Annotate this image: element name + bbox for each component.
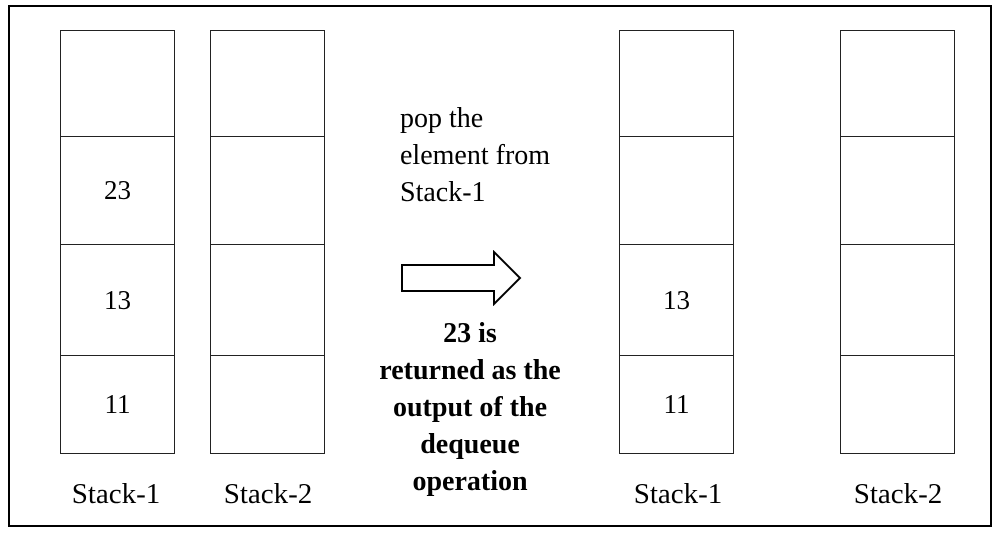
- stack-cell: [841, 136, 954, 244]
- stack-cell: 13: [620, 244, 733, 355]
- stack-cell: 11: [61, 355, 174, 453]
- stack-2-after-label: Stack-2: [853, 478, 943, 510]
- stack-cell: 23: [61, 136, 174, 244]
- result-line: operation: [412, 466, 528, 497]
- result-line: dequeue: [420, 429, 520, 460]
- right-arrow-icon: [401, 250, 522, 306]
- stack-1-before-label: Stack-1: [71, 478, 161, 510]
- stack-1-before: 23 13 11: [60, 30, 175, 454]
- stack-cell: [61, 31, 174, 136]
- stack-cell: [841, 31, 954, 136]
- stack-cell: 13: [61, 244, 174, 355]
- stack-cell: 11: [620, 355, 733, 453]
- result-line: output of the: [392, 392, 547, 423]
- stack-cell: [211, 355, 324, 453]
- stack-1-after: 13 11: [619, 30, 734, 454]
- step-note-line: element from: [400, 140, 551, 171]
- stack-cell: [211, 136, 324, 244]
- step-note-line: Stack-1: [400, 177, 486, 208]
- diagram-frame: [8, 5, 992, 527]
- stack-cell: [620, 31, 733, 136]
- stack-2-before-label: Stack-2: [223, 478, 313, 510]
- stack-cell: [620, 136, 733, 244]
- result-line: 23 is: [443, 318, 497, 349]
- stack-cell: [211, 244, 324, 355]
- stack-cell: [841, 355, 954, 453]
- stack-1-after-label: Stack-1: [633, 478, 723, 510]
- stack-cell: [211, 31, 324, 136]
- stack-cell: [841, 244, 954, 355]
- stack-2-after: [840, 30, 955, 454]
- stack-2-before: [210, 30, 325, 454]
- result-line: returned as the: [379, 355, 561, 386]
- step-note-line: pop the: [400, 103, 484, 134]
- result-text: 23 is returned as the output of the dequ…: [350, 315, 590, 500]
- step-note: pop the element from Stack-1: [400, 100, 550, 211]
